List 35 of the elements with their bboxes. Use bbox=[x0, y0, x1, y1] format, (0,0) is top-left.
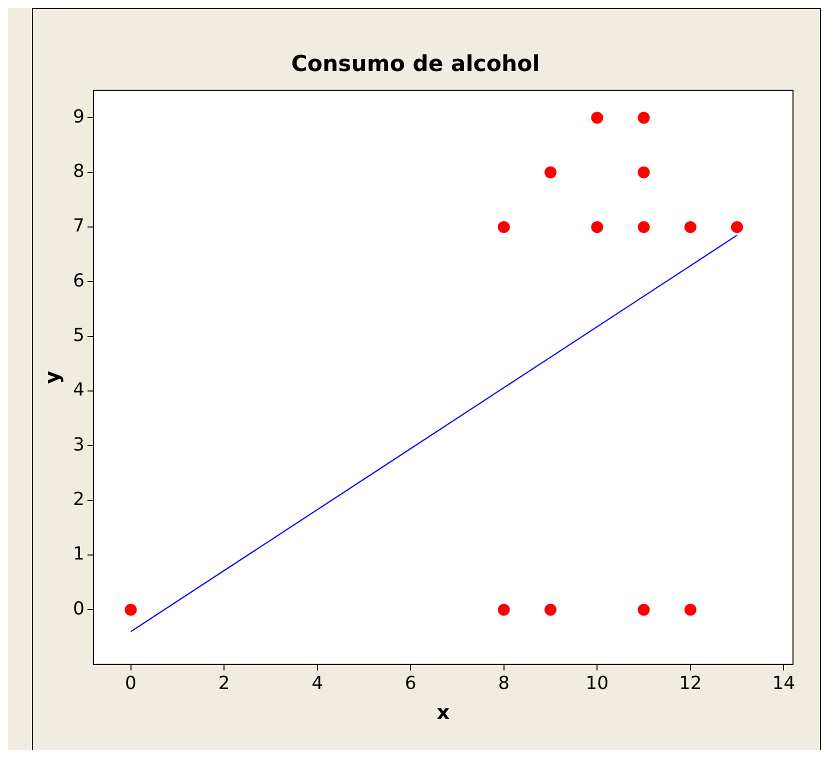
point bbox=[498, 604, 510, 616]
chart-title: Consumo de alcohol bbox=[291, 52, 540, 77]
y-tick-label: 7 bbox=[73, 216, 84, 237]
y-axis-title: y bbox=[40, 370, 64, 384]
x-tick-label: 10 bbox=[586, 672, 609, 694]
point bbox=[544, 604, 556, 616]
y-tick-label: 2 bbox=[73, 489, 84, 510]
point bbox=[638, 604, 650, 616]
x-tick-label: 8 bbox=[498, 672, 510, 694]
x-tick-label: 0 bbox=[125, 672, 136, 694]
y-tick-label: 9 bbox=[73, 106, 84, 128]
point bbox=[684, 221, 696, 234]
y-tick-label: 4 bbox=[73, 380, 84, 401]
x-tick-label: 12 bbox=[678, 672, 702, 694]
y-tick-label: 8 bbox=[73, 161, 84, 182]
x-tick-label: 2 bbox=[218, 672, 230, 694]
point bbox=[544, 166, 556, 178]
y-tick-label: 0 bbox=[73, 598, 84, 620]
point bbox=[498, 221, 510, 234]
point bbox=[124, 604, 137, 616]
y-tick-label: 5 bbox=[73, 325, 84, 346]
point bbox=[591, 221, 604, 234]
x-axis-title: x bbox=[436, 700, 450, 724]
x-tick-label: 6 bbox=[404, 672, 416, 694]
point bbox=[591, 112, 604, 124]
point bbox=[638, 221, 650, 234]
point bbox=[638, 166, 650, 178]
point bbox=[638, 112, 650, 124]
x-tick-label: 4 bbox=[312, 672, 324, 694]
y-tick-label: 1 bbox=[73, 544, 84, 565]
x-tick-label: 14 bbox=[772, 672, 796, 694]
point bbox=[684, 604, 696, 616]
y-tick-label: 6 bbox=[73, 270, 84, 292]
y-tick-label: 3 bbox=[73, 434, 84, 456]
point bbox=[731, 221, 744, 234]
